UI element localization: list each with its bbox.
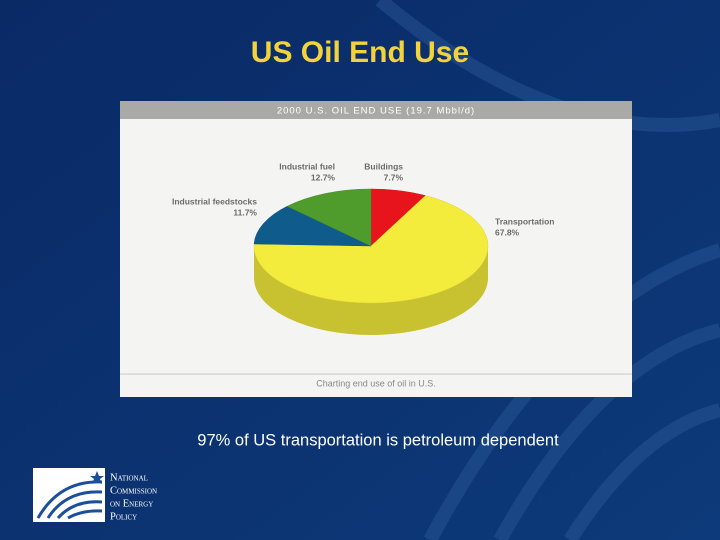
slice-value-label: 67.8% [495, 227, 520, 237]
logo-line: Policy [110, 511, 137, 522]
slice-label: Industrial feedstocks [172, 196, 257, 206]
chart-header [120, 101, 632, 119]
slice-label: Buildings [364, 161, 403, 171]
slice [253, 205, 372, 247]
slice-label: Industrial fuel [279, 161, 335, 171]
logo-star [90, 471, 104, 484]
pie-sides [254, 246, 488, 335]
slice [286, 188, 372, 247]
slice-value-label: 7.7% [384, 172, 404, 182]
slide-title: US Oil End Use [251, 36, 469, 69]
logo-line: on Energy [110, 498, 153, 509]
footnote: 97% of US transportation is petroleum de… [197, 431, 559, 449]
slice [253, 195, 489, 304]
slice-side [254, 246, 488, 335]
pie-tops [253, 188, 489, 304]
chart-title: 2000 U.S. OIL END USE (19.7 Mbbl/d) [277, 106, 475, 117]
slice-label: Transportation [495, 216, 555, 226]
logo-text: National Commission on Energy Policy [110, 472, 157, 522]
logo-line: National [110, 472, 148, 483]
logo-line: Commission [110, 485, 157, 496]
slice-value-label: 12.7% [311, 172, 336, 182]
chart-caption: Charting end use of oil in U.S. [316, 378, 436, 388]
slice-value-label: 11.7% [233, 207, 257, 217]
